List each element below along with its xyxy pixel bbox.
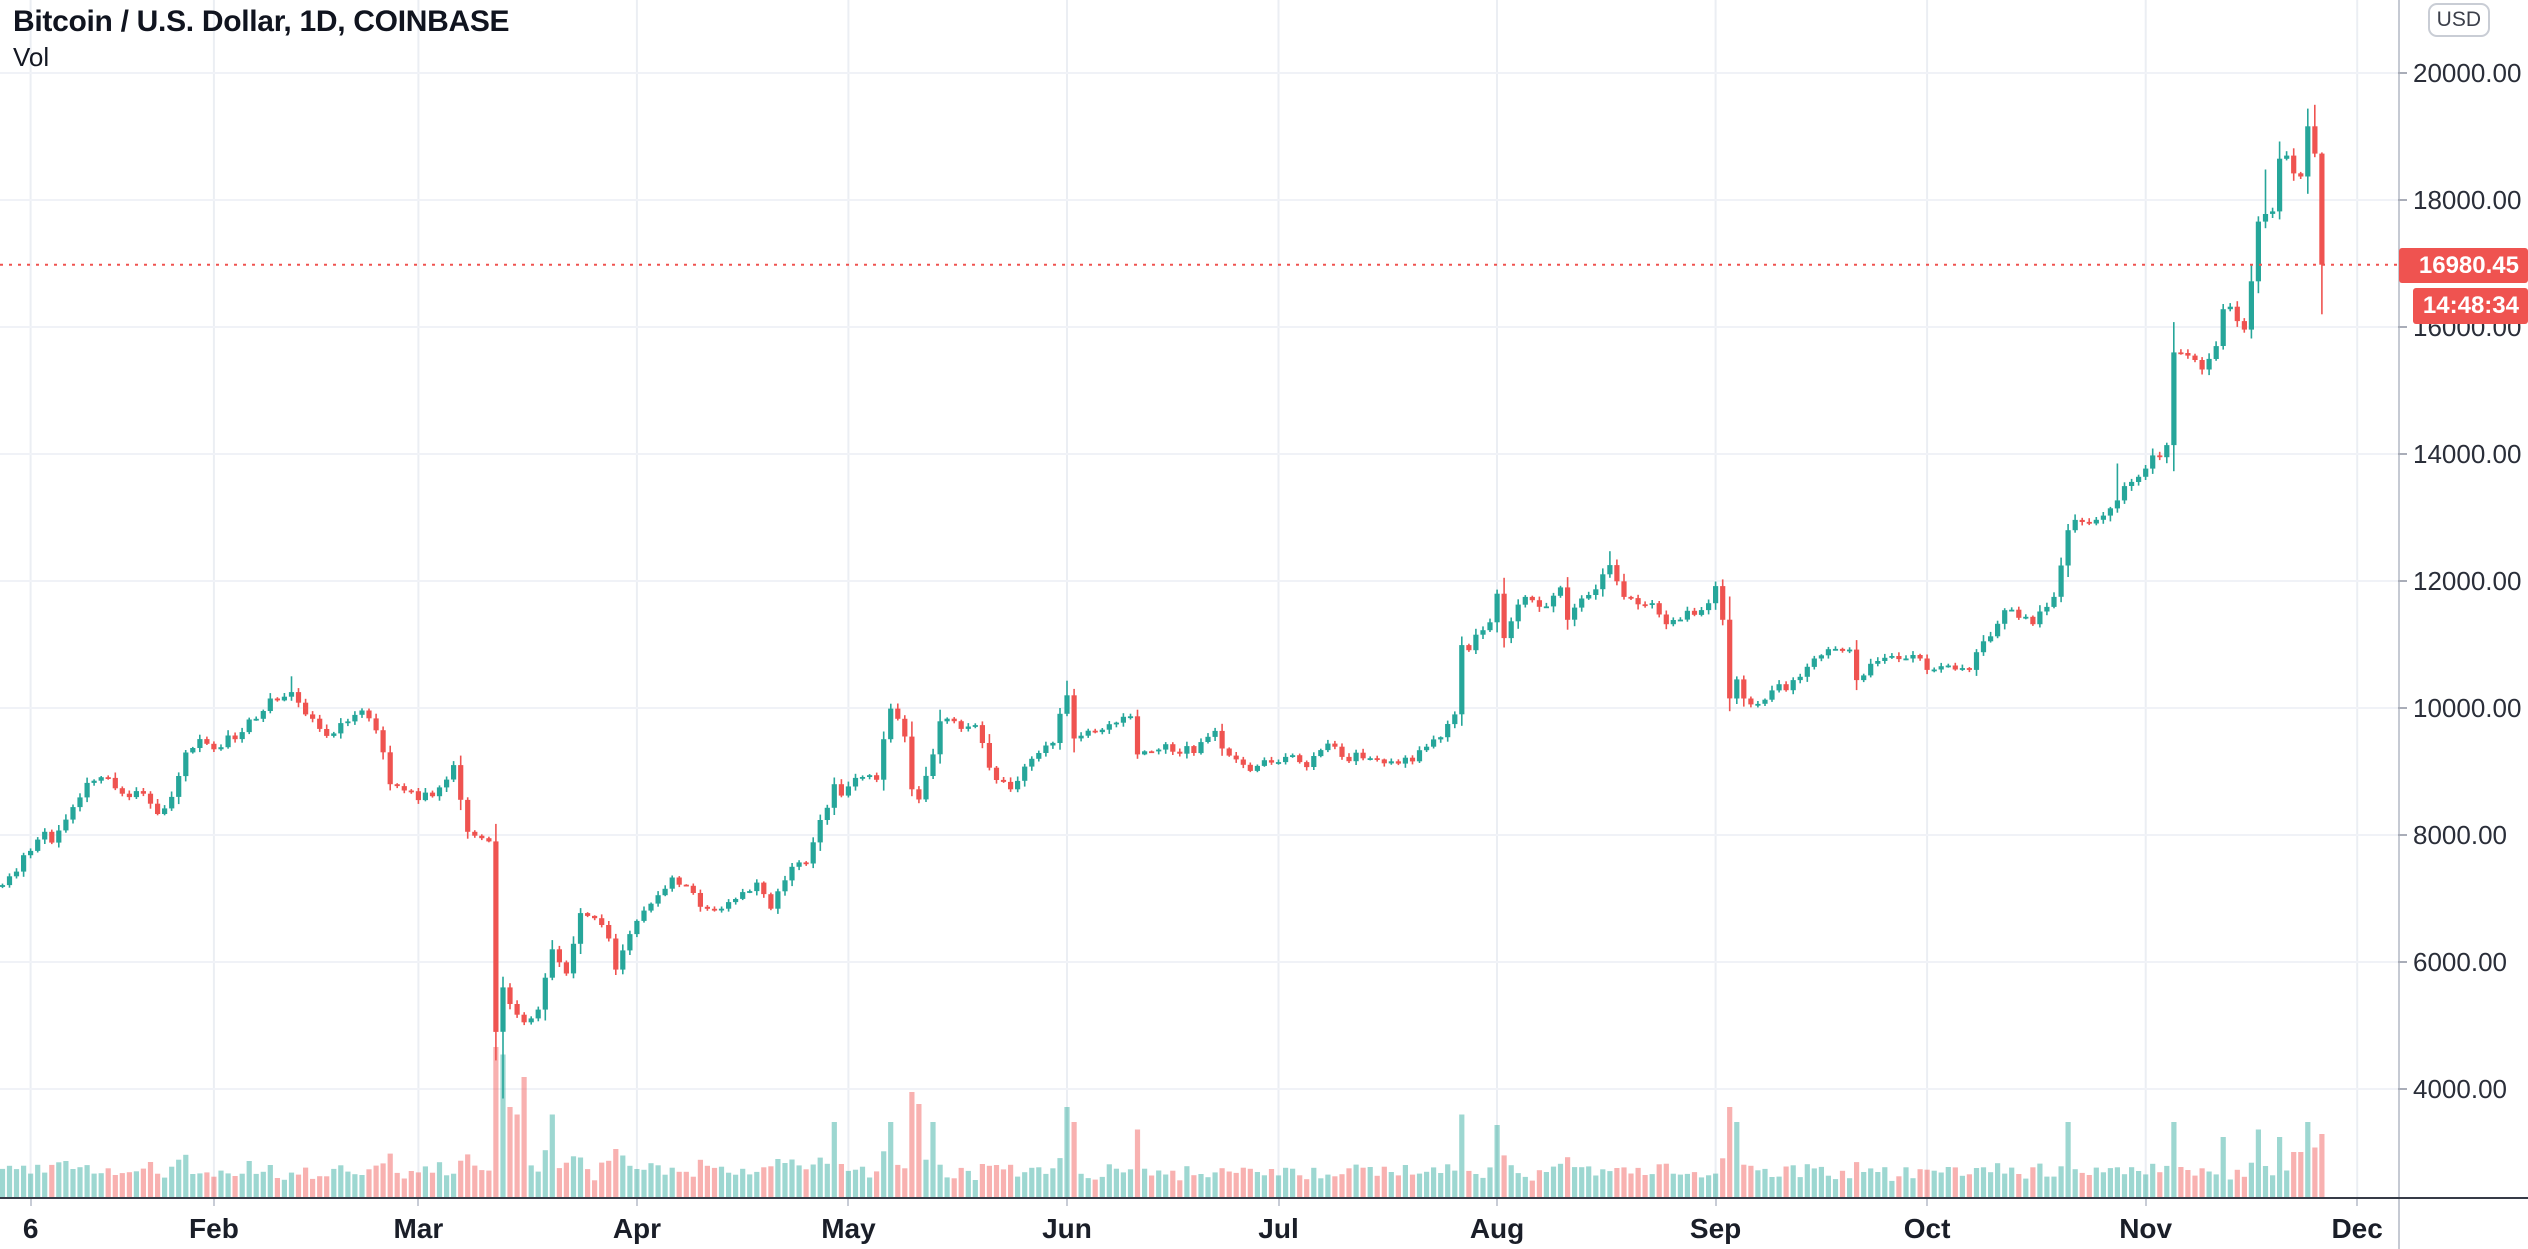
- time-tick-label: May: [821, 1213, 876, 1244]
- price-tick-mark: [2398, 707, 2407, 709]
- price-tick-label: 20000.00: [2413, 58, 2522, 88]
- time-tick-mark: [2144, 1199, 2147, 1206]
- volume-bars: [0, 1047, 2325, 1197]
- last-price-tag: 16980.45: [2399, 248, 2528, 283]
- grid-lines: [0, 0, 2398, 1197]
- price-tick-label: 6000.00: [2413, 947, 2507, 977]
- time-tick-label: Feb: [189, 1213, 239, 1244]
- price-tick-mark: [2398, 1088, 2407, 1090]
- price-tick-mark: [2398, 580, 2407, 582]
- time-tick-label: Apr: [612, 1213, 662, 1244]
- time-tick-mark: [29, 1199, 32, 1206]
- time-tick-mark: [1277, 1199, 1280, 1206]
- price-tick-label: 10000.00: [2413, 693, 2522, 723]
- time-tick-label: Mar: [393, 1213, 444, 1244]
- bar-countdown-tag: 14:48:34: [2413, 288, 2528, 324]
- time-tick-label: Jun: [1042, 1213, 1092, 1244]
- time-tick-mark: [212, 1199, 215, 1206]
- price-tick-mark: [2398, 72, 2407, 74]
- time-tick-label: Nov: [2119, 1213, 2173, 1244]
- price-tick-label: 14000.00: [2413, 439, 2522, 469]
- time-tick-label: Aug: [1469, 1213, 1525, 1244]
- time-tick-mark: [2356, 1199, 2359, 1206]
- price-tick-label: 18000.00: [2413, 185, 2522, 215]
- time-tick-mark: [635, 1199, 638, 1206]
- time-tick-mark: [1714, 1199, 1717, 1206]
- time-tick-mark: [847, 1199, 850, 1206]
- price-tick-mark: [2398, 834, 2407, 836]
- price-axis[interactable]: 20000.00 18000.00 16000.00 14000.00 12000.00…: [2398, 0, 2528, 1249]
- time-tick-label: 6: [22, 1213, 39, 1244]
- candlestick-chart[interactable]: [0, 0, 2398, 1197]
- volume-indicator-label: Vol: [13, 42, 50, 72]
- time-tick-mark: [1926, 1199, 1929, 1206]
- price-tick-mark: [2398, 199, 2407, 201]
- time-tick-mark: [417, 1199, 420, 1206]
- price-tick-mark: [2398, 453, 2407, 455]
- time-tick-label: Sep: [1689, 1213, 1742, 1244]
- price-tick-mark: [2398, 961, 2407, 963]
- time-axis[interactable]: 6 Feb Mar Apr May Jun Jul Aug Sep Oct Nov Dec: [0, 1197, 2528, 1249]
- time-tick-label: Dec: [2331, 1213, 2383, 1244]
- time-tick-label: Jul: [1258, 1213, 1299, 1244]
- time-tick-label: Oct: [1903, 1213, 1951, 1244]
- symbol-title: Bitcoin / U.S. Dollar, 1D, COINBASE: [13, 5, 510, 38]
- time-tick-mark: [1496, 1199, 1499, 1206]
- currency-toggle-button[interactable]: USD: [2427, 3, 2490, 37]
- price-tick-label: 12000.00: [2413, 566, 2522, 596]
- price-tick-label: 4000.00: [2413, 1074, 2507, 1104]
- chart-legend: Bitcoin / U.S. Dollar, 1D, COINBASE Vol: [13, 4, 510, 73]
- candles: [0, 104, 2325, 1099]
- price-tick-label: 8000.00: [2413, 820, 2507, 850]
- time-tick-mark: [1066, 1199, 1068, 1206]
- price-tick-mark: [2398, 326, 2407, 328]
